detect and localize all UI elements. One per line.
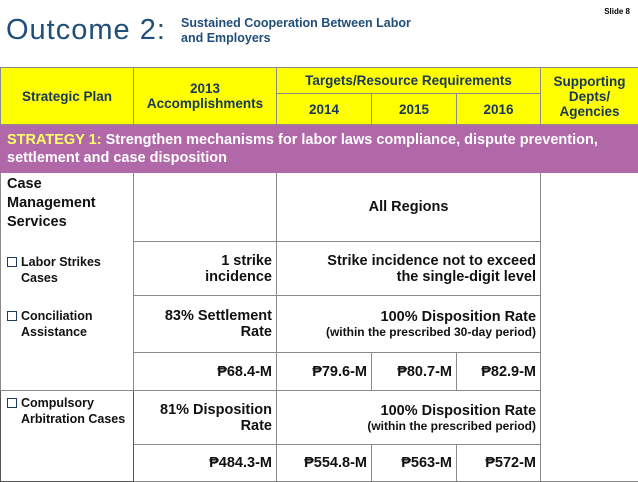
item-conciliation: Conciliation Assistance [21, 308, 127, 340]
arbitration-2013: 81% Disposition Rate [134, 391, 277, 445]
budget-2014: ₱79.6-M [277, 353, 372, 391]
checkbox-bullet-icon [7, 398, 17, 408]
budget-2015: ₱80.7-M [372, 353, 457, 391]
arb-budget-2016: ₱572-M [457, 445, 541, 482]
case-management-heading: Case Management Services [7, 175, 127, 232]
list-item: Compulsory Arbitration Cases [7, 395, 127, 427]
list-item: Labor Strikes Cases [7, 254, 127, 286]
arb-budget-2015: ₱563-M [372, 445, 457, 482]
strategic-plan-header: Strategic Plan [1, 68, 134, 125]
arbitration-target: 100% Disposition Rate (within the prescr… [277, 391, 541, 445]
checkbox-bullet-icon [7, 257, 17, 267]
item-labor-strikes: Labor Strikes Cases [21, 254, 127, 286]
targets-header: Targets/Resource Requirements [277, 68, 541, 94]
strike-target: Strike incidence not to exceed the singl… [277, 242, 541, 296]
conciliation-target-sub: (within the prescribed 30-day period) [281, 325, 536, 339]
case-management-cell: Case Management Services Labor Strikes C… [1, 173, 134, 391]
conciliation-target-main: 100% Disposition Rate [281, 309, 536, 325]
arbitration-cell: Compulsory Arbitration Cases [1, 391, 134, 482]
arbitration-target-sub: (within the prescribed period) [281, 419, 536, 433]
year-2015: 2015 [372, 94, 457, 125]
header-row: Strategic Plan 2013 Accomplishments Targ… [1, 68, 638, 94]
budget-2016: ₱82.9-M [457, 353, 541, 391]
arbitration-target-main: 100% Disposition Rate [281, 403, 536, 419]
strategy-label: STRATEGY 1: [7, 132, 102, 148]
conciliation-2013: 83% Settlement Rate [134, 296, 277, 353]
checkbox-bullet-icon [7, 311, 17, 321]
accomplishments-header: 2013 Accomplishments [134, 68, 277, 125]
conciliation-target: 100% Disposition Rate (within the prescr… [277, 296, 541, 353]
arb-budget-2013: ₱484.3-M [134, 445, 277, 482]
arb-budget-2014: ₱554.8-M [277, 445, 372, 482]
outcome-title: Outcome 2: [6, 14, 166, 47]
year-2014: 2014 [277, 94, 372, 125]
strategy-row: STRATEGY 1: Strengthen mechanisms for la… [1, 125, 638, 173]
list-item: Conciliation Assistance [7, 308, 127, 340]
slide-number: Slide 8 [604, 7, 630, 16]
item-compulsory-arbitration: Compulsory Arbitration Cases [21, 395, 127, 427]
strike-2013: 1 strike incidence [134, 242, 277, 296]
supporting-header: Supporting Depts/ Agencies [541, 68, 638, 125]
regions-row: Case Management Services Labor Strikes C… [1, 173, 638, 242]
all-regions: All Regions [277, 173, 541, 242]
outcome-subtitle: Sustained Cooperation Between Labor and … [181, 16, 421, 46]
supporting-cell [541, 173, 638, 482]
budget-2013: ₱68.4-M [134, 353, 277, 391]
year-2016: 2016 [457, 94, 541, 125]
strategy-table: Strategic Plan 2013 Accomplishments Targ… [0, 67, 638, 482]
